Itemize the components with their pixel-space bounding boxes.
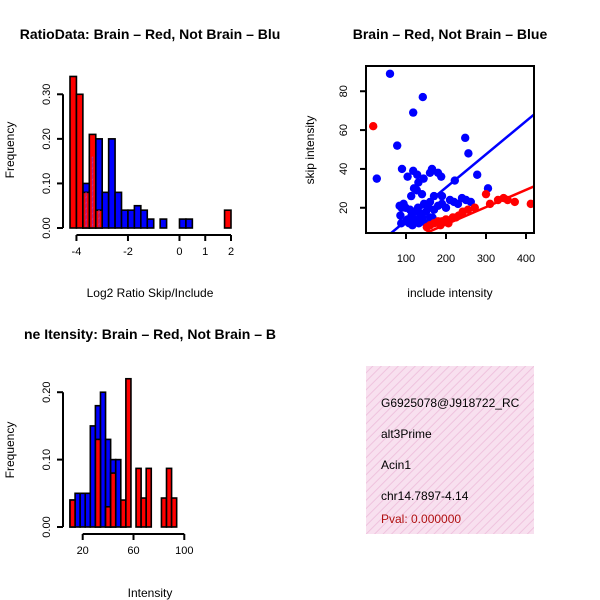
ratio-histogram-red-bar [69,75,78,229]
ratio-histogram-red-bar [75,93,84,229]
scatter-point-blue [417,189,427,199]
intensity-histogram-ylabel: Frequency [3,422,17,479]
scatter-point-blue [427,164,437,174]
intensity-histogram-title: ne Itensity: Brain – Red, Not Brain – B [24,326,276,342]
scatter-point-blue [385,69,395,78]
scatter-point-blue [372,174,381,183]
intensity-histogram-x-tick-label: 20 [77,545,89,557]
scatter-x-tick-label: 300 [477,253,495,265]
scatter-y-tick-label: 80 [338,85,350,97]
intensity-histogram-red-bar [125,377,132,528]
ratio-histogram-blue-bar [120,209,129,229]
intensity-histogram-panel: ne Itensity: Brain – Red, Not Brain – B … [3,326,276,600]
scatter-point-red [369,121,378,131]
ratio-histogram-x-tick-label: -4 [72,246,82,258]
ratio-histogram-x-tick-label: 2 [228,246,234,258]
scatter-point-blue [437,172,446,181]
intensity-histogram-bars [69,377,178,528]
info-box-background [366,366,534,534]
scatter-frame [365,65,535,234]
scatter-x-tick-label: 200 [437,253,455,265]
ratio-histogram-blue-bar [101,191,110,229]
intensity-histogram-xlabel: Intensity [128,586,173,600]
ratio-histogram-title: RatioData: Brain – Red, Not Brain – Blu [20,26,281,42]
scatter-title: Brain – Red, Not Brain – Blue [353,26,548,42]
scatter-point-red [422,222,431,232]
ratio-histogram-overlap-bar [98,210,100,227]
ratio-histogram-panel: RatioData: Brain – Red, Not Brain – Blu … [3,26,280,300]
ratio-histogram-ylabel: Frequency [3,122,17,179]
scatter-point-blue [397,164,407,174]
scatter-point-blue [461,133,470,143]
ratio-histogram-xlabel: Log2 Ratio Skip/Include [87,286,214,300]
ratio-histogram-x-tick-label: -2 [123,246,133,258]
ratio-histogram-red-bar [223,209,232,229]
info-location: chr14.7897-4.14 [381,489,469,503]
scatter-x-tick-label: 400 [517,253,535,265]
scatter-point-blue [409,108,418,117]
ratio-histogram-blue-bar [159,218,168,229]
scatter-plot-area [369,69,534,233]
ratio-histogram-x-tick-label: 0 [176,246,182,258]
info-probe-id: G6925078@J918722_RC [381,396,520,410]
scatter-point-blue [396,211,405,220]
ratio-histogram-y-tick-label: 0.30 [41,84,53,105]
scatter-point-red [481,189,491,199]
ratio-histogram-blue-bar [127,209,136,229]
scatter-point-blue [413,170,422,179]
intensity-histogram-x-tick-label: 60 [127,545,139,557]
ratio-histogram-y-tick-label: 0.20 [41,128,53,149]
intensity-histogram-y-tick-label: 0.00 [41,516,53,537]
scatter-xlabel: include intensity [407,286,492,300]
ratio-histogram-axes: -4 -2 0 1 2 0.00 0.10 0.20 0.30 [41,84,234,258]
scatter-point-blue [419,174,428,183]
info-event-type: alt3Prime [381,427,432,441]
ratio-histogram-overlap-bar [85,192,87,227]
scatter-y-tick-label: 60 [338,124,350,136]
scatter-content [369,69,534,233]
ratio-histogram-overlap-bar [91,156,94,227]
ratio-histogram-blue-bar [178,218,187,229]
intensity-histogram-y-tick-label: 0.20 [41,382,53,403]
scatter-point-red [510,197,519,207]
ratio-histogram-y-tick-label: 0.00 [41,217,53,238]
scatter-point-blue [403,172,412,181]
ratio-histogram-blue-bar [114,191,123,229]
intensity-histogram-axes: 20 60 100 0.00 0.10 0.20 [41,382,194,557]
ratio-histogram-blue-bar [140,209,149,229]
scatter-axes: 100 200 300 400 20 40 60 80 [338,65,535,265]
ratio-histogram-blue-bar [107,138,116,229]
scatter-x-tick-label: 100 [397,253,415,265]
scatter-point-blue [407,191,416,201]
fit-line-blue [390,113,534,233]
scatter-point-blue [473,170,482,179]
info-gene-name: Acin1 [381,458,411,472]
scatter-y-tick-label: 40 [338,163,350,175]
ratio-histogram-bars [69,75,232,229]
ratio-histogram-y-tick-label: 0.10 [41,173,53,194]
scatter-ylabel: skip intensity [303,116,317,185]
intensity-histogram-red-bar [145,467,153,528]
info-pval: Pval: 0.000000 [381,512,461,526]
intensity-histogram-y-tick-label: 0.10 [41,449,53,470]
scatter-point-red [526,199,534,209]
ratio-histogram-x-tick-label: 1 [202,246,208,258]
info-panel: G6925078@J918722_RC alt3Prime Acin1 chr1… [366,366,534,534]
scatter-point-blue [464,149,473,158]
fit-line-red [425,185,534,233]
ratio-histogram-blue-bar [185,218,194,229]
scatter-panel: Brain – Red, Not Brain – Blue 100 200 300 4… [303,26,547,300]
scatter-point-blue [441,203,451,212]
ratio-histogram-blue-bar [146,218,155,229]
ratio-histogram-blue-bar [133,204,142,229]
scatter-point-blue [393,141,402,150]
intensity-histogram-x-tick-label: 100 [175,545,193,557]
scatter-y-tick-label: 20 [338,202,350,214]
intensity-histogram-red-bar [170,497,178,528]
scatter-point-blue [418,92,427,102]
